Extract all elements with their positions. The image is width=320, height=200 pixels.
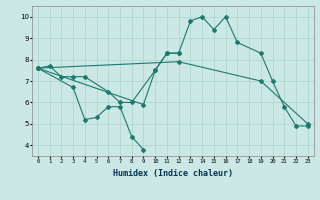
X-axis label: Humidex (Indice chaleur): Humidex (Indice chaleur)	[113, 169, 233, 178]
